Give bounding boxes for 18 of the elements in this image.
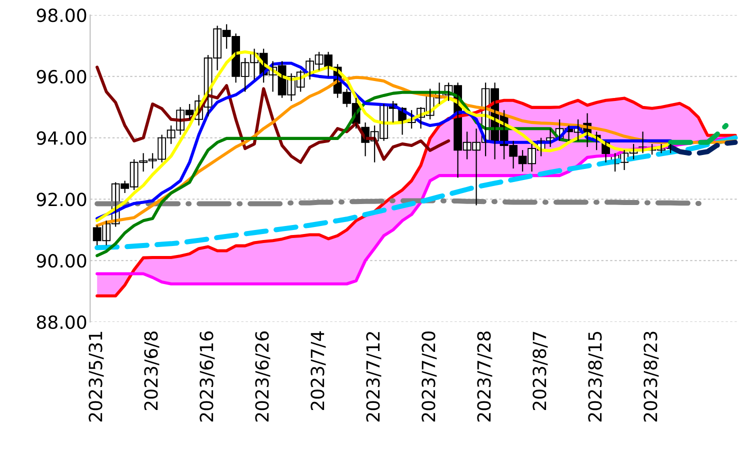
x-tick-label: 2023/6/26 (255, 331, 270, 422)
x-tick-label: 2023/8/23 (644, 332, 659, 422)
x-tick-label: 2023/5/31 (88, 332, 104, 422)
y-tick-label: 92.00 (36, 192, 86, 206)
x-tick-label: 2023/6/8 (144, 332, 160, 410)
y-tick-label: 90.00 (36, 254, 86, 268)
x-tick-label: 2023/7/12 (366, 332, 382, 422)
x-tick-label: 2023/7/4 (310, 331, 326, 410)
x-tick-label: 2023/8/7 (532, 332, 548, 410)
y-tick-label: 98.00 (36, 8, 86, 22)
y-tick-label: 94.00 (36, 131, 86, 145)
x-tick-label: 2023/8/15 (588, 332, 604, 422)
y-tick-label: 96.00 (36, 70, 86, 84)
x-tick-label: 2023/7/28 (477, 332, 492, 422)
line-series (96, 66, 450, 164)
x-tick-label: 2023/6/16 (200, 331, 215, 422)
x-tick-label: 2023/7/20 (422, 331, 437, 422)
y-tick-label: 88.00 (36, 315, 86, 330)
